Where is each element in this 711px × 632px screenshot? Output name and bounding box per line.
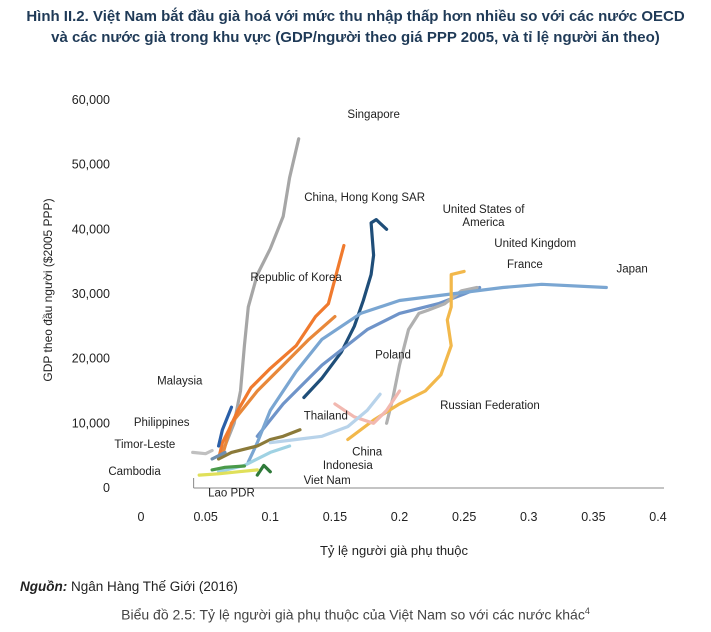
caption-footnote: 4	[584, 606, 590, 616]
x-tick-label: 0.1	[262, 510, 279, 524]
y-axis-label: GDP theo đầu người ($2005 PPP)	[41, 198, 55, 381]
y-tick-label: 30,000	[72, 287, 110, 301]
y-tick-label: 20,000	[72, 352, 110, 366]
caption-text: Biểu đồ 2.5: Tỷ lệ người già phụ thuộc c…	[121, 606, 585, 623]
series-label-united-kingdom: United Kingdom	[494, 238, 576, 250]
source-note: Nguồn: Ngân Hàng Thế Giới (2016)	[20, 579, 238, 594]
series-label-poland: Poland	[375, 350, 411, 362]
x-axis-label: Tỷ lệ người già phụ thuộc	[320, 543, 469, 558]
series-line-timor-leste	[191, 448, 214, 456]
series-line-singapore	[219, 137, 301, 458]
series-line-china-hong-kong-sar	[302, 218, 389, 400]
y-tick-label: 60,000	[72, 93, 110, 107]
y-tick-label: 50,000	[72, 158, 110, 172]
series-label-united-states-of-america: United States of America	[443, 204, 526, 229]
figure-caption: Biểu đồ 2.5: Tỷ lệ người già phụ thuộc c…	[0, 606, 711, 623]
series-label-thailand: Thailand	[304, 410, 348, 422]
series-line-france	[385, 285, 479, 425]
series-line-poland	[333, 389, 402, 425]
series-line-united-states-of-america	[220, 315, 337, 458]
chart-plot: 0 0.05 0.1 0.15 0.2 0.25 0.3 0.35 0.4 0 10,000 20,0…	[41, 93, 667, 558]
series-line-philippines	[210, 450, 227, 461]
series-line-lao-pdr	[210, 464, 246, 472]
series-line-thailand	[217, 428, 302, 461]
series-label-timor-leste: Timor-Leste	[114, 439, 175, 451]
series-label-france: France	[507, 259, 543, 271]
series-label-indonesia: Indonesia	[323, 460, 373, 472]
series-label-singapore: Singapore	[347, 109, 399, 121]
y-tick-label: 40,000	[72, 222, 110, 236]
series-line-japan	[246, 282, 608, 464]
label-layer: Singapore China, Hong Kong SAR United Stat…	[108, 109, 647, 499]
series-label-china: China	[352, 447, 383, 459]
x-tick-label: 0.2	[391, 510, 408, 524]
x-tick-label: 0.05	[193, 510, 217, 524]
series-label-japan: Japan	[616, 264, 647, 276]
series-line-indonesia	[255, 463, 272, 477]
series-label-viet-nam: Viet Nam	[304, 475, 351, 487]
series-layer	[191, 137, 608, 477]
x-tick-label: 0.4	[649, 510, 666, 524]
series-label-cambodia: Cambodia	[108, 466, 161, 478]
axis-layer: 0 0.05 0.1 0.15 0.2 0.25 0.3 0.35 0.4 0 10,000 20,0…	[72, 93, 667, 524]
series-line-malaysia	[217, 405, 234, 448]
series-line-republic-of-korea	[217, 243, 346, 461]
series-label-russian-federation: Russian Federation	[440, 400, 540, 412]
chart-title: Hình II.2. Việt Nam bắt đầu già hoá với …	[0, 6, 711, 48]
y-tick-label: 10,000	[72, 416, 110, 430]
x-tick-label: 0	[138, 510, 145, 524]
series-label-china-hong-kong-sar: China, Hong Kong SAR	[304, 192, 425, 204]
series-line-viet-nam	[217, 444, 292, 474]
source-label: Nguồn:	[20, 579, 68, 594]
series-label-republic-of-korea: Republic of Korea	[250, 272, 342, 284]
chart-title-line2: và các nước già trong khu vực (GDP/người…	[51, 29, 660, 46]
x-tick-label: 0.35	[581, 510, 605, 524]
series-label-lao-pdr: Lao PDR	[208, 487, 255, 499]
x-tick-label: 0.25	[452, 510, 476, 524]
x-tick-label: 0.3	[520, 510, 537, 524]
chart-title-line1: Hình II.2. Việt Nam bắt đầu già hoá với …	[26, 8, 685, 25]
series-label-philippines: Philippines	[134, 417, 190, 429]
series-line-cambodia	[197, 468, 259, 477]
source-text: Ngân Hàng Thế Giới (2016)	[67, 579, 238, 594]
series-line-china	[268, 392, 382, 445]
series-line-united-kingdom	[255, 285, 482, 438]
x-tick-label: 0.15	[323, 510, 347, 524]
y-tick-label: 0	[103, 481, 110, 495]
series-label-malaysia: Malaysia	[157, 376, 203, 388]
